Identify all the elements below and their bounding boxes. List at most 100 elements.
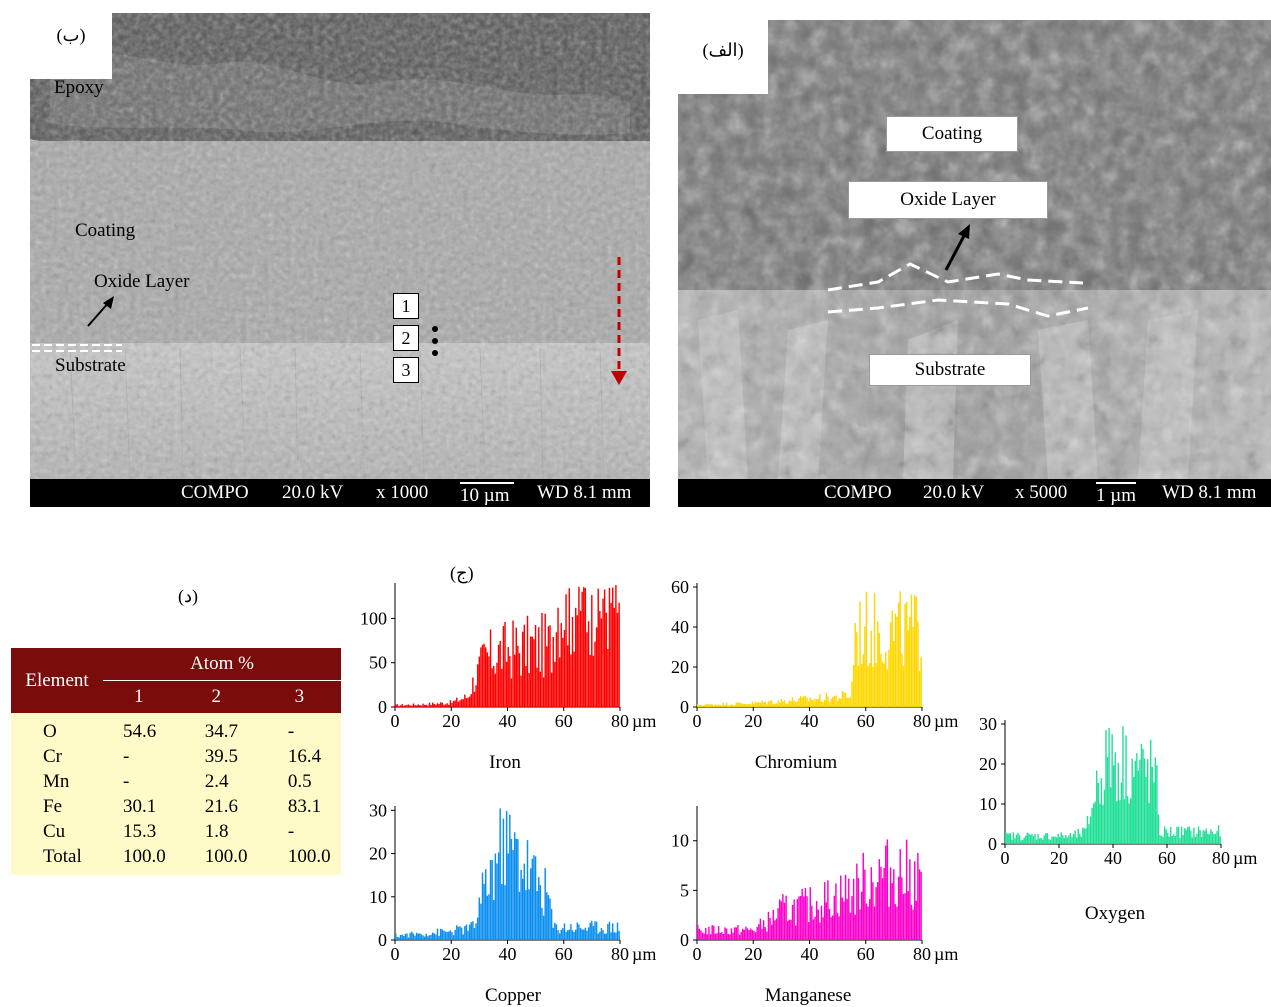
histogram-bar bbox=[820, 905, 823, 940]
histogram-bar bbox=[1148, 802, 1150, 844]
epoxy-label: Epoxy bbox=[54, 77, 104, 98]
histogram-bar bbox=[849, 912, 852, 940]
histogram-bar bbox=[1006, 833, 1008, 844]
histogram-bar bbox=[716, 704, 718, 707]
histogram-bar bbox=[785, 703, 787, 707]
y-tick-label: 0 bbox=[378, 930, 387, 950]
histogram-bar bbox=[868, 663, 871, 707]
histogram-bar bbox=[589, 922, 591, 940]
histogram-bar bbox=[1142, 748, 1144, 844]
histogram-bar bbox=[857, 878, 860, 940]
histogram-bar bbox=[807, 701, 810, 707]
histogram-bar bbox=[1168, 836, 1170, 844]
histogram-bar bbox=[486, 652, 489, 707]
histogram-bar bbox=[727, 934, 729, 940]
histogram-bar bbox=[611, 587, 614, 707]
histogram-bar bbox=[1060, 832, 1062, 844]
histogram-bar bbox=[864, 869, 866, 940]
sem-texture-low-mag bbox=[30, 13, 650, 507]
histogram-bar bbox=[870, 867, 873, 940]
histogram-bar bbox=[562, 928, 564, 940]
magnification: x 5000 bbox=[1015, 482, 1068, 503]
oxide-layer-label-box: Oxide Layer bbox=[848, 181, 1048, 219]
x-tick-label: 40 bbox=[801, 944, 819, 964]
histogram-bar bbox=[557, 930, 559, 940]
histogram-bar bbox=[501, 884, 503, 940]
histogram-bar bbox=[753, 930, 755, 940]
histogram-bar bbox=[578, 924, 580, 940]
histogram-bar bbox=[521, 878, 524, 940]
histogram-bar bbox=[742, 928, 744, 940]
histogram-bar bbox=[877, 882, 879, 940]
histogram-bar bbox=[530, 636, 532, 707]
point-header-3: 3 bbox=[257, 680, 341, 713]
histogram-bar bbox=[427, 936, 429, 940]
value-cell: 16.4 bbox=[257, 744, 341, 769]
histogram-bar bbox=[587, 621, 590, 707]
y-tick-label: 50 bbox=[369, 653, 387, 673]
histogram-bar bbox=[1219, 836, 1221, 844]
histogram-bar bbox=[591, 594, 593, 707]
histogram-bar bbox=[700, 930, 702, 940]
histogram-bar bbox=[777, 908, 779, 940]
histogram-bar bbox=[897, 602, 900, 707]
histogram-bar bbox=[595, 627, 598, 707]
histogram-bar bbox=[920, 871, 922, 940]
histogram-bar bbox=[783, 700, 786, 707]
histogram-bar bbox=[910, 904, 913, 940]
histogram-bar bbox=[1190, 830, 1192, 844]
histogram-bar bbox=[735, 927, 738, 940]
x-tick-label: 20 bbox=[442, 944, 460, 964]
histogram-bar bbox=[547, 626, 550, 707]
y-tick-label: 10 bbox=[671, 831, 689, 851]
chart-title-copper: Copper bbox=[485, 985, 541, 1006]
histogram-bar bbox=[417, 933, 419, 940]
histogram-bar bbox=[1088, 824, 1090, 844]
histogram-bar bbox=[1057, 833, 1059, 844]
histogram-bar bbox=[583, 587, 585, 707]
histogram-bar bbox=[552, 636, 554, 707]
histogram-bar bbox=[1117, 763, 1120, 844]
histogram-bar bbox=[762, 920, 765, 940]
histogram-bar bbox=[1179, 838, 1181, 844]
histogram-bar bbox=[541, 613, 543, 707]
histogram-bar bbox=[750, 704, 752, 707]
histogram-bar bbox=[840, 698, 842, 707]
histogram-bar bbox=[1208, 834, 1211, 844]
histogram-bar bbox=[798, 896, 800, 940]
histogram-bar bbox=[1014, 838, 1016, 844]
histogram-bar bbox=[473, 927, 476, 940]
histogram-bar bbox=[616, 612, 619, 707]
histogram-bar bbox=[1008, 833, 1010, 844]
y-tick-label: 60 bbox=[671, 577, 689, 597]
histogram-bar bbox=[909, 616, 911, 707]
histogram-bar bbox=[780, 901, 783, 940]
histogram-bar bbox=[501, 668, 503, 707]
histogram-bar bbox=[815, 699, 818, 707]
histogram-bar bbox=[833, 695, 836, 707]
histogram-bar bbox=[754, 932, 757, 940]
histogram-bar bbox=[472, 677, 474, 707]
chart-oxygen: 0 10 20 30 0 20 40 60 80 µm bbox=[960, 712, 1271, 882]
histogram-bar bbox=[727, 705, 729, 707]
histogram-bar bbox=[725, 702, 728, 707]
chart-svg: 0 20 40 60 0 20 40 60 80 µm bbox=[671, 577, 958, 731]
histogram-bar bbox=[790, 919, 792, 940]
histogram-bar bbox=[901, 653, 903, 707]
histogram-bar bbox=[1099, 803, 1101, 844]
histogram-bar bbox=[766, 704, 768, 707]
histogram-bar bbox=[594, 921, 596, 940]
histogram-bar bbox=[444, 704, 447, 707]
histogram-bar bbox=[905, 601, 908, 707]
histogram-bar bbox=[544, 867, 546, 940]
histogram-bar bbox=[1011, 839, 1013, 844]
histogram-bar bbox=[510, 838, 513, 940]
histogram-bar bbox=[817, 909, 819, 940]
histogram-bar bbox=[470, 694, 472, 707]
histogram-bar bbox=[575, 607, 577, 707]
histogram-bar bbox=[414, 704, 416, 707]
histogram-bar bbox=[444, 931, 447, 940]
histogram-bar bbox=[1154, 757, 1157, 844]
histogram-bar bbox=[753, 703, 755, 707]
histogram-bar bbox=[759, 918, 762, 940]
